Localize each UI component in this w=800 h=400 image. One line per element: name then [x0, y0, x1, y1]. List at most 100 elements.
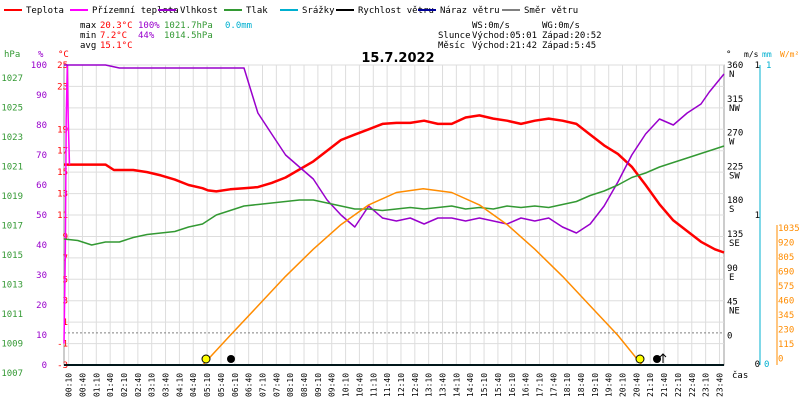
stats-max-label: max [80, 21, 97, 31]
pct-tick-label: 60 [36, 181, 47, 191]
time-tick-label: 08:10 [286, 373, 295, 397]
dir-tick-label: SE [729, 239, 740, 249]
legend-item: Rychlost větru [336, 6, 434, 16]
hpa-tick-label: 1023 [1, 133, 23, 143]
hpa-tick-label: 1019 [1, 192, 23, 202]
time-tick-label: 17:10 [535, 373, 544, 397]
wm2-tick-label: 1035 [778, 224, 800, 234]
moonset-icon [227, 355, 235, 363]
deg-tick-label: 0 [727, 331, 732, 341]
wm2-tick-label: 230 [778, 326, 794, 336]
stats-max-temp: 20.3°C [100, 21, 133, 31]
series [63, 64, 725, 366]
chart-title: 15.7.2022 [361, 51, 434, 66]
time-tick-label: 10:10 [342, 373, 351, 397]
series-slune-n-z-en--line [202, 188, 643, 366]
time-tick-label: 04:10 [175, 373, 184, 397]
time-tick-label: 16:10 [508, 373, 517, 397]
time-tick-label: 06:40 [245, 373, 254, 397]
hpa-tick-label: 1009 [1, 340, 23, 350]
series-tlak-line [63, 145, 725, 246]
axis-label-hpa: hPa [4, 50, 20, 60]
hpa-tick-label: 1007 [1, 369, 23, 379]
dir-tick-label: E [729, 273, 734, 283]
wind-direction-arrow-icon [659, 353, 667, 363]
legend-item: Náraz větru [418, 6, 500, 16]
time-tick-label: 12:10 [397, 373, 406, 397]
moon-rise: Východ:21:42 [472, 41, 537, 51]
time-tick-label: 10:40 [355, 373, 364, 397]
legend-item: Srážky [280, 6, 335, 16]
pct-tick-label: 40 [36, 241, 47, 251]
time-tick-label: 08:40 [300, 373, 309, 397]
time-tick-label: 13:10 [425, 373, 434, 397]
pct-tick-label: 10 [36, 331, 47, 341]
hpa-tick-label: 1027 [1, 74, 23, 84]
c-tick-label: 1 [63, 318, 68, 328]
c-tick-label: 23 [57, 82, 68, 92]
series-vlhkost-line [64, 64, 725, 234]
time-tick-label: 15:10 [480, 373, 489, 397]
time-tick-label: 23:40 [715, 373, 724, 397]
wm2-tick-label: 345 [778, 311, 794, 321]
time-tick-label: 20:10 [619, 373, 628, 397]
pct-tick-label: 70 [36, 151, 47, 161]
axes: hPa% °C1027102510231021101910171015101310… [1, 50, 799, 397]
wm2-tick-label: 690 [778, 268, 794, 278]
stats-avg-temp: 15.1°C [100, 41, 133, 51]
legend-item: Vlhkost [158, 6, 218, 16]
stats-max-hum: 100% [138, 21, 160, 31]
deg-tick-label: 360 [727, 61, 743, 71]
legend-item: Tlak [224, 6, 268, 16]
time-tick-label: 01:10 [92, 373, 101, 397]
wm2-tick-label: 115 [778, 340, 794, 350]
wm2-tick-label: 575 [778, 282, 794, 292]
sun-moon-panel: WS:0m/s WG:0m/s Slunce Východ:05:01 Zápa… [438, 21, 602, 51]
time-tick-label: 17:40 [549, 373, 558, 397]
moon-set: Západ:5:45 [542, 41, 596, 51]
legend-label: Teplota [26, 6, 64, 16]
sunrise-icon [201, 354, 211, 364]
dir-tick-label: S [729, 205, 734, 215]
dir-tick-label: SW [729, 171, 740, 181]
deg-tick-label: 180 [727, 196, 743, 206]
time-tick-label: 22:40 [688, 373, 697, 397]
hpa-tick-label: 1011 [1, 310, 23, 320]
deg-tick-label: 90 [727, 264, 738, 274]
ms-tick-label: 0 [755, 360, 760, 370]
wind-gust-readout: WG:0m/s [542, 21, 580, 31]
time-tick-label: 20:40 [632, 373, 641, 397]
sunset-icon [635, 354, 645, 364]
stats-max-rain: 0.0mm [225, 21, 252, 31]
pct-tick-label: 0 [42, 361, 47, 371]
pct-tick-label: 30 [36, 271, 47, 281]
stats-min-press: 1014.5hPa [164, 31, 213, 41]
time-tick-label: 00:40 [78, 373, 87, 397]
pct-tick-label: 20 [36, 301, 47, 311]
time-tick-label: 13:40 [439, 373, 448, 397]
dir-tick-label: NE [729, 307, 740, 317]
time-tick-label: 07:10 [258, 373, 267, 397]
deg-tick-label: 270 [727, 129, 743, 139]
c-tick-label: -1 [57, 340, 68, 350]
time-tick-label: 05:40 [217, 373, 226, 397]
pct-tick-label: 100 [31, 61, 47, 71]
time-tick-label: 05:10 [203, 373, 212, 397]
sun-moon-markers [201, 353, 667, 364]
axis-label-pct: % [38, 50, 44, 60]
time-tick-label: 02:40 [134, 373, 143, 397]
c-tick-label: 17 [57, 147, 68, 157]
legend-label: Směr větru [524, 6, 578, 16]
legend-label: Srážky [302, 6, 335, 16]
sun-rise: Východ:05:01 [472, 31, 537, 41]
time-tick-label: 07:40 [272, 373, 281, 397]
stats-min-temp: 7.2°C [100, 31, 127, 41]
legend-label: Vlhkost [180, 6, 218, 16]
axis-label-ms: m/s [744, 50, 759, 59]
time-tick-label: 09:40 [328, 373, 337, 397]
axis-label-c: °C [58, 50, 69, 60]
wm2-tick-label: 920 [778, 239, 794, 249]
time-tick-label: 19:40 [605, 373, 614, 397]
time-tick-label: 19:10 [591, 373, 600, 397]
pct-tick-label: 80 [36, 121, 47, 131]
